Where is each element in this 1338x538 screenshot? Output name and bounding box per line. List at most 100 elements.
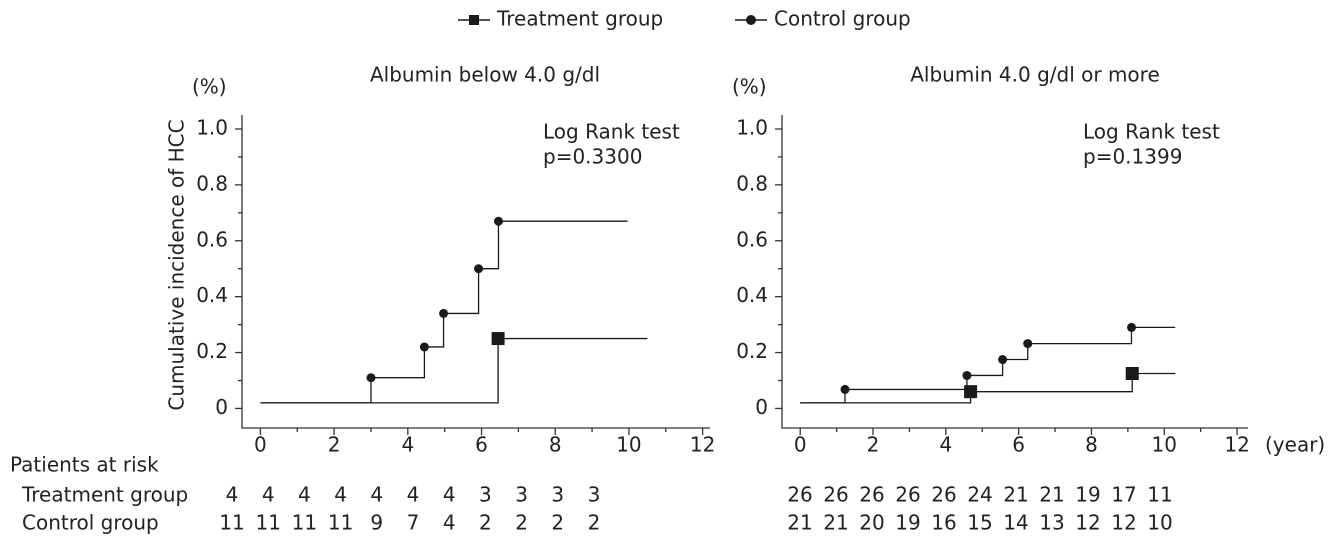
risk-title: Patients at risk xyxy=(10,453,159,477)
at-risk-count: 21 xyxy=(1003,483,1028,507)
legend-marker xyxy=(746,15,756,25)
event-marker xyxy=(491,332,505,346)
at-risk-count: 11 xyxy=(292,511,317,535)
chart-title: Albumin 4.0 g/dl or more xyxy=(910,63,1160,87)
at-risk-count: 4 xyxy=(226,483,239,507)
at-risk-count: 4 xyxy=(370,483,383,507)
at-risk-count: 4 xyxy=(443,483,456,507)
at-risk-count: 3 xyxy=(479,483,492,507)
x-tick-label: 0 xyxy=(794,433,807,457)
at-risk-count: 4 xyxy=(407,483,420,507)
x-tick-label: 6 xyxy=(475,433,488,457)
y-tick-label: 0.6 xyxy=(196,227,228,251)
event-marker xyxy=(474,264,484,274)
at-risk-count: 26 xyxy=(859,483,884,507)
event-marker xyxy=(998,355,1008,365)
at-risk-count: 14 xyxy=(1003,511,1028,535)
at-risk-count: 12 xyxy=(1111,511,1136,535)
x-tick-label: 8 xyxy=(1085,433,1098,457)
event-marker xyxy=(1023,339,1033,349)
legend-label: Control group xyxy=(774,7,911,31)
y-tick-label: 0.2 xyxy=(196,339,228,363)
at-risk-count: 12 xyxy=(1075,511,1100,535)
x-tick-label: 6 xyxy=(1012,433,1025,457)
y-tick-label: 0 xyxy=(755,395,768,419)
at-risk-count: 19 xyxy=(1075,483,1100,507)
event-marker xyxy=(964,385,978,399)
axis xyxy=(241,115,710,429)
risk-row-label: Treatment group xyxy=(21,483,188,507)
at-risk-count: 15 xyxy=(967,511,992,535)
at-risk-count: 7 xyxy=(407,511,420,535)
at-risk-count: 3 xyxy=(588,483,601,507)
at-risk-count: 21 xyxy=(787,511,812,535)
x-tick-label: 10 xyxy=(616,433,641,457)
at-risk-count: 11 xyxy=(255,511,280,535)
legend-label: Treatment group xyxy=(496,7,663,31)
y-tick-label: 0.8 xyxy=(196,171,228,195)
x-tick-label: 12 xyxy=(1224,433,1249,457)
at-risk-count: 4 xyxy=(334,483,347,507)
event-marker xyxy=(439,308,449,318)
y-tick-label: 0.6 xyxy=(736,227,768,251)
x-tick-label: 2 xyxy=(328,433,341,457)
at-risk-count: 13 xyxy=(1039,511,1064,535)
x-tick-label: 8 xyxy=(549,433,562,457)
at-risk-count: 4 xyxy=(298,483,311,507)
y-tick-label: 0.2 xyxy=(736,339,768,363)
x-tick-label: 12 xyxy=(690,433,715,457)
y-tick-label: 0.4 xyxy=(196,283,228,307)
at-risk-count: 26 xyxy=(787,483,812,507)
risk-row-label: Control group xyxy=(22,511,159,535)
x-tick-label: 4 xyxy=(401,433,414,457)
annotation: p=0.3300 xyxy=(543,145,642,169)
annotation: p=0.1399 xyxy=(1083,145,1182,169)
y-unit: (%) xyxy=(732,75,767,99)
at-risk-count: 11 xyxy=(219,511,244,535)
at-risk-count: 3 xyxy=(515,483,528,507)
x-tick-label: 0 xyxy=(254,433,267,457)
axis xyxy=(781,115,1248,429)
at-risk-count: 2 xyxy=(551,511,564,535)
y-tick-label: 1.0 xyxy=(196,115,228,139)
y-tick-label: 0.4 xyxy=(736,283,768,307)
at-risk-count: 21 xyxy=(1039,483,1064,507)
at-risk-count: 26 xyxy=(823,483,848,507)
event-marker xyxy=(840,384,850,394)
at-risk-count: 2 xyxy=(515,511,528,535)
x-tick-label: 2 xyxy=(867,433,880,457)
legend-marker xyxy=(469,15,479,25)
y-tick-label: 0.8 xyxy=(736,171,768,195)
at-risk-count: 2 xyxy=(479,511,492,535)
event-marker xyxy=(493,216,503,226)
at-risk-count: 26 xyxy=(895,483,920,507)
y-axis-label: Cumulative incidence of HCC xyxy=(165,119,189,410)
at-risk-count: 2 xyxy=(588,511,601,535)
event-marker xyxy=(1125,367,1139,381)
at-risk-count: 11 xyxy=(328,511,353,535)
at-risk-count: 20 xyxy=(859,511,884,535)
at-risk-count: 9 xyxy=(370,511,383,535)
step-line xyxy=(800,372,1176,404)
at-risk-count: 17 xyxy=(1111,483,1136,507)
event-marker xyxy=(419,342,429,352)
event-marker xyxy=(366,373,376,383)
event-marker xyxy=(962,370,972,380)
x-tick-label: 4 xyxy=(939,433,952,457)
chart-title: Albumin below 4.0 g/dl xyxy=(370,63,600,87)
at-risk-count: 24 xyxy=(967,483,992,507)
annotation: Log Rank test xyxy=(543,120,680,144)
x-axis-unit: (year) xyxy=(1265,433,1325,457)
at-risk-count: 21 xyxy=(823,511,848,535)
at-risk-count: 4 xyxy=(443,511,456,535)
x-tick-label: 10 xyxy=(1152,433,1177,457)
at-risk-count: 11 xyxy=(1147,483,1172,507)
at-risk-count: 4 xyxy=(262,483,275,507)
step-line xyxy=(260,337,648,404)
at-risk-count: 19 xyxy=(895,511,920,535)
y-tick-label: 1.0 xyxy=(736,115,768,139)
annotation: Log Rank test xyxy=(1083,120,1220,144)
event-marker xyxy=(1127,322,1136,332)
at-risk-count: 26 xyxy=(931,483,956,507)
